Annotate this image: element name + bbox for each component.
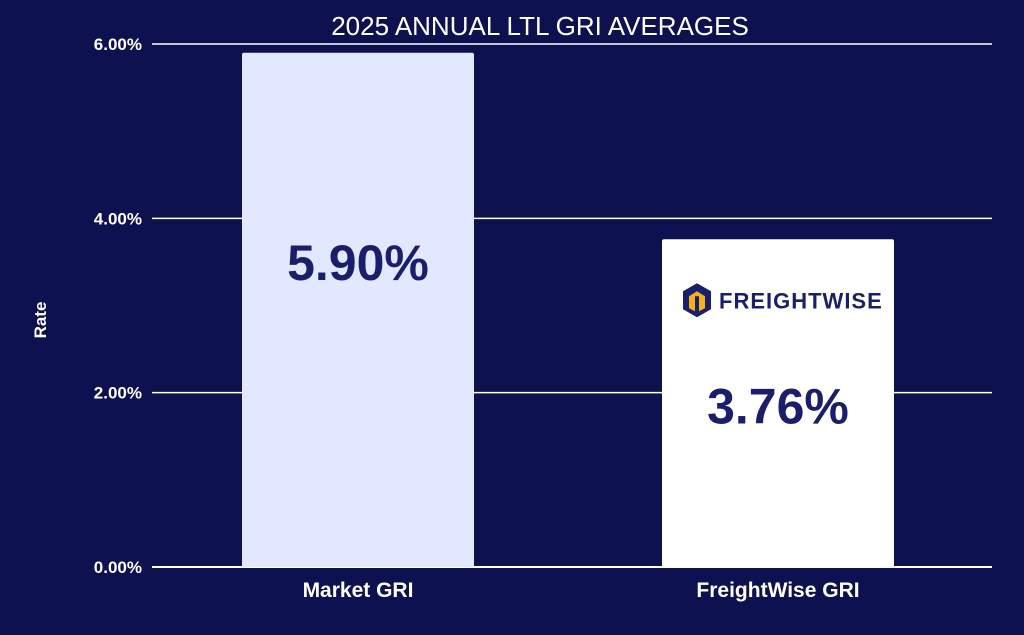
bar	[662, 239, 894, 567]
freightwise-logo-text: FREIGHTWISE	[719, 288, 883, 313]
y-tick-label: 2.00%	[94, 384, 142, 403]
x-category-label: Market GRI	[303, 579, 414, 602]
chart-title: 2025 ANNUAL LTL GRI AVERAGES	[331, 11, 749, 41]
y-tick-label: 0.00%	[94, 558, 142, 577]
y-axis-ticks: 0.00% 2.00% 4.00% 6.00%	[94, 35, 142, 577]
bars: 5.90% FREIGHTWISE 3.76%	[242, 52, 894, 567]
bar	[242, 52, 474, 567]
y-axis-label: Rate	[31, 302, 50, 339]
x-category-label: FreightWise GRI	[696, 579, 859, 602]
freightwise-logo: FREIGHTWISE	[683, 283, 883, 318]
bar-value-label: 5.90%	[287, 235, 429, 291]
y-tick-label: 4.00%	[94, 209, 142, 228]
bar-value-label: 3.76%	[707, 378, 849, 434]
y-tick-label: 6.00%	[94, 35, 142, 54]
x-axis-categories: Market GRI FreightWise GRI	[303, 579, 860, 602]
freightwise-logo-icon	[683, 283, 711, 318]
